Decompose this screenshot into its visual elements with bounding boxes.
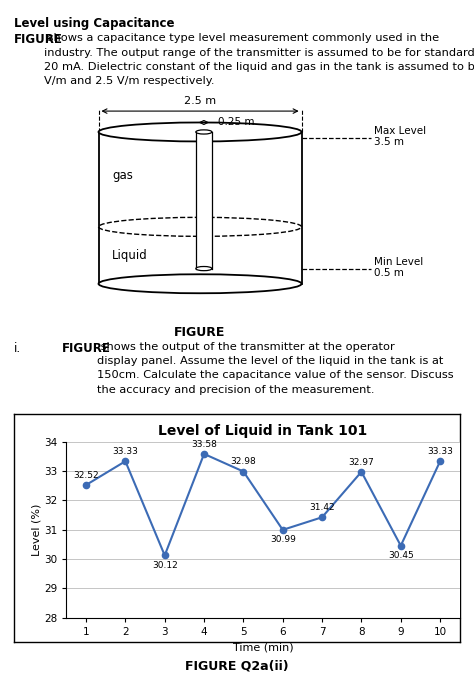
Text: 30.99: 30.99 — [270, 535, 296, 544]
Text: 33.33: 33.33 — [112, 447, 138, 456]
Title: Level of Liquid in Tank 101: Level of Liquid in Tank 101 — [158, 424, 368, 437]
Text: 33.33: 33.33 — [427, 447, 453, 456]
Ellipse shape — [196, 266, 212, 270]
Text: 2.5 m: 2.5 m — [184, 97, 216, 106]
Text: 33.58: 33.58 — [191, 440, 217, 449]
Text: 32.52: 32.52 — [73, 471, 99, 480]
Text: shows a capacitance type level measurement commonly used in the
industry. The ou: shows a capacitance type level measureme… — [44, 33, 474, 86]
Text: 31.42: 31.42 — [309, 503, 335, 512]
FancyBboxPatch shape — [196, 132, 212, 268]
Text: Level using Capacitance: Level using Capacitance — [14, 17, 175, 30]
Text: 30.45: 30.45 — [388, 551, 414, 560]
Ellipse shape — [196, 130, 212, 134]
Text: 0.5 m: 0.5 m — [374, 268, 404, 278]
Ellipse shape — [99, 122, 301, 141]
Text: Min Level: Min Level — [374, 257, 424, 266]
Y-axis label: Level (%): Level (%) — [31, 504, 41, 555]
Text: 32.98: 32.98 — [230, 457, 256, 466]
Text: FIGURE: FIGURE — [62, 342, 110, 355]
Text: FIGURE: FIGURE — [174, 326, 226, 339]
Text: gas: gas — [112, 169, 133, 182]
Ellipse shape — [99, 274, 301, 293]
Text: 30.12: 30.12 — [152, 561, 178, 570]
Text: Max Level: Max Level — [374, 126, 427, 136]
Text: Liquid: Liquid — [112, 249, 148, 262]
Text: 32.97: 32.97 — [348, 457, 374, 466]
Text: i.: i. — [14, 342, 21, 355]
Text: 3.5 m: 3.5 m — [374, 137, 404, 147]
Text: FIGURE Q2a(ii): FIGURE Q2a(ii) — [185, 660, 289, 673]
Text: shows the output of the transmitter at the operator
display panel. Assume the le: shows the output of the transmitter at t… — [97, 342, 454, 395]
Text: FIGURE: FIGURE — [14, 33, 63, 46]
X-axis label: Time (min): Time (min) — [233, 642, 293, 652]
Text: 0.25 m: 0.25 m — [218, 117, 254, 128]
